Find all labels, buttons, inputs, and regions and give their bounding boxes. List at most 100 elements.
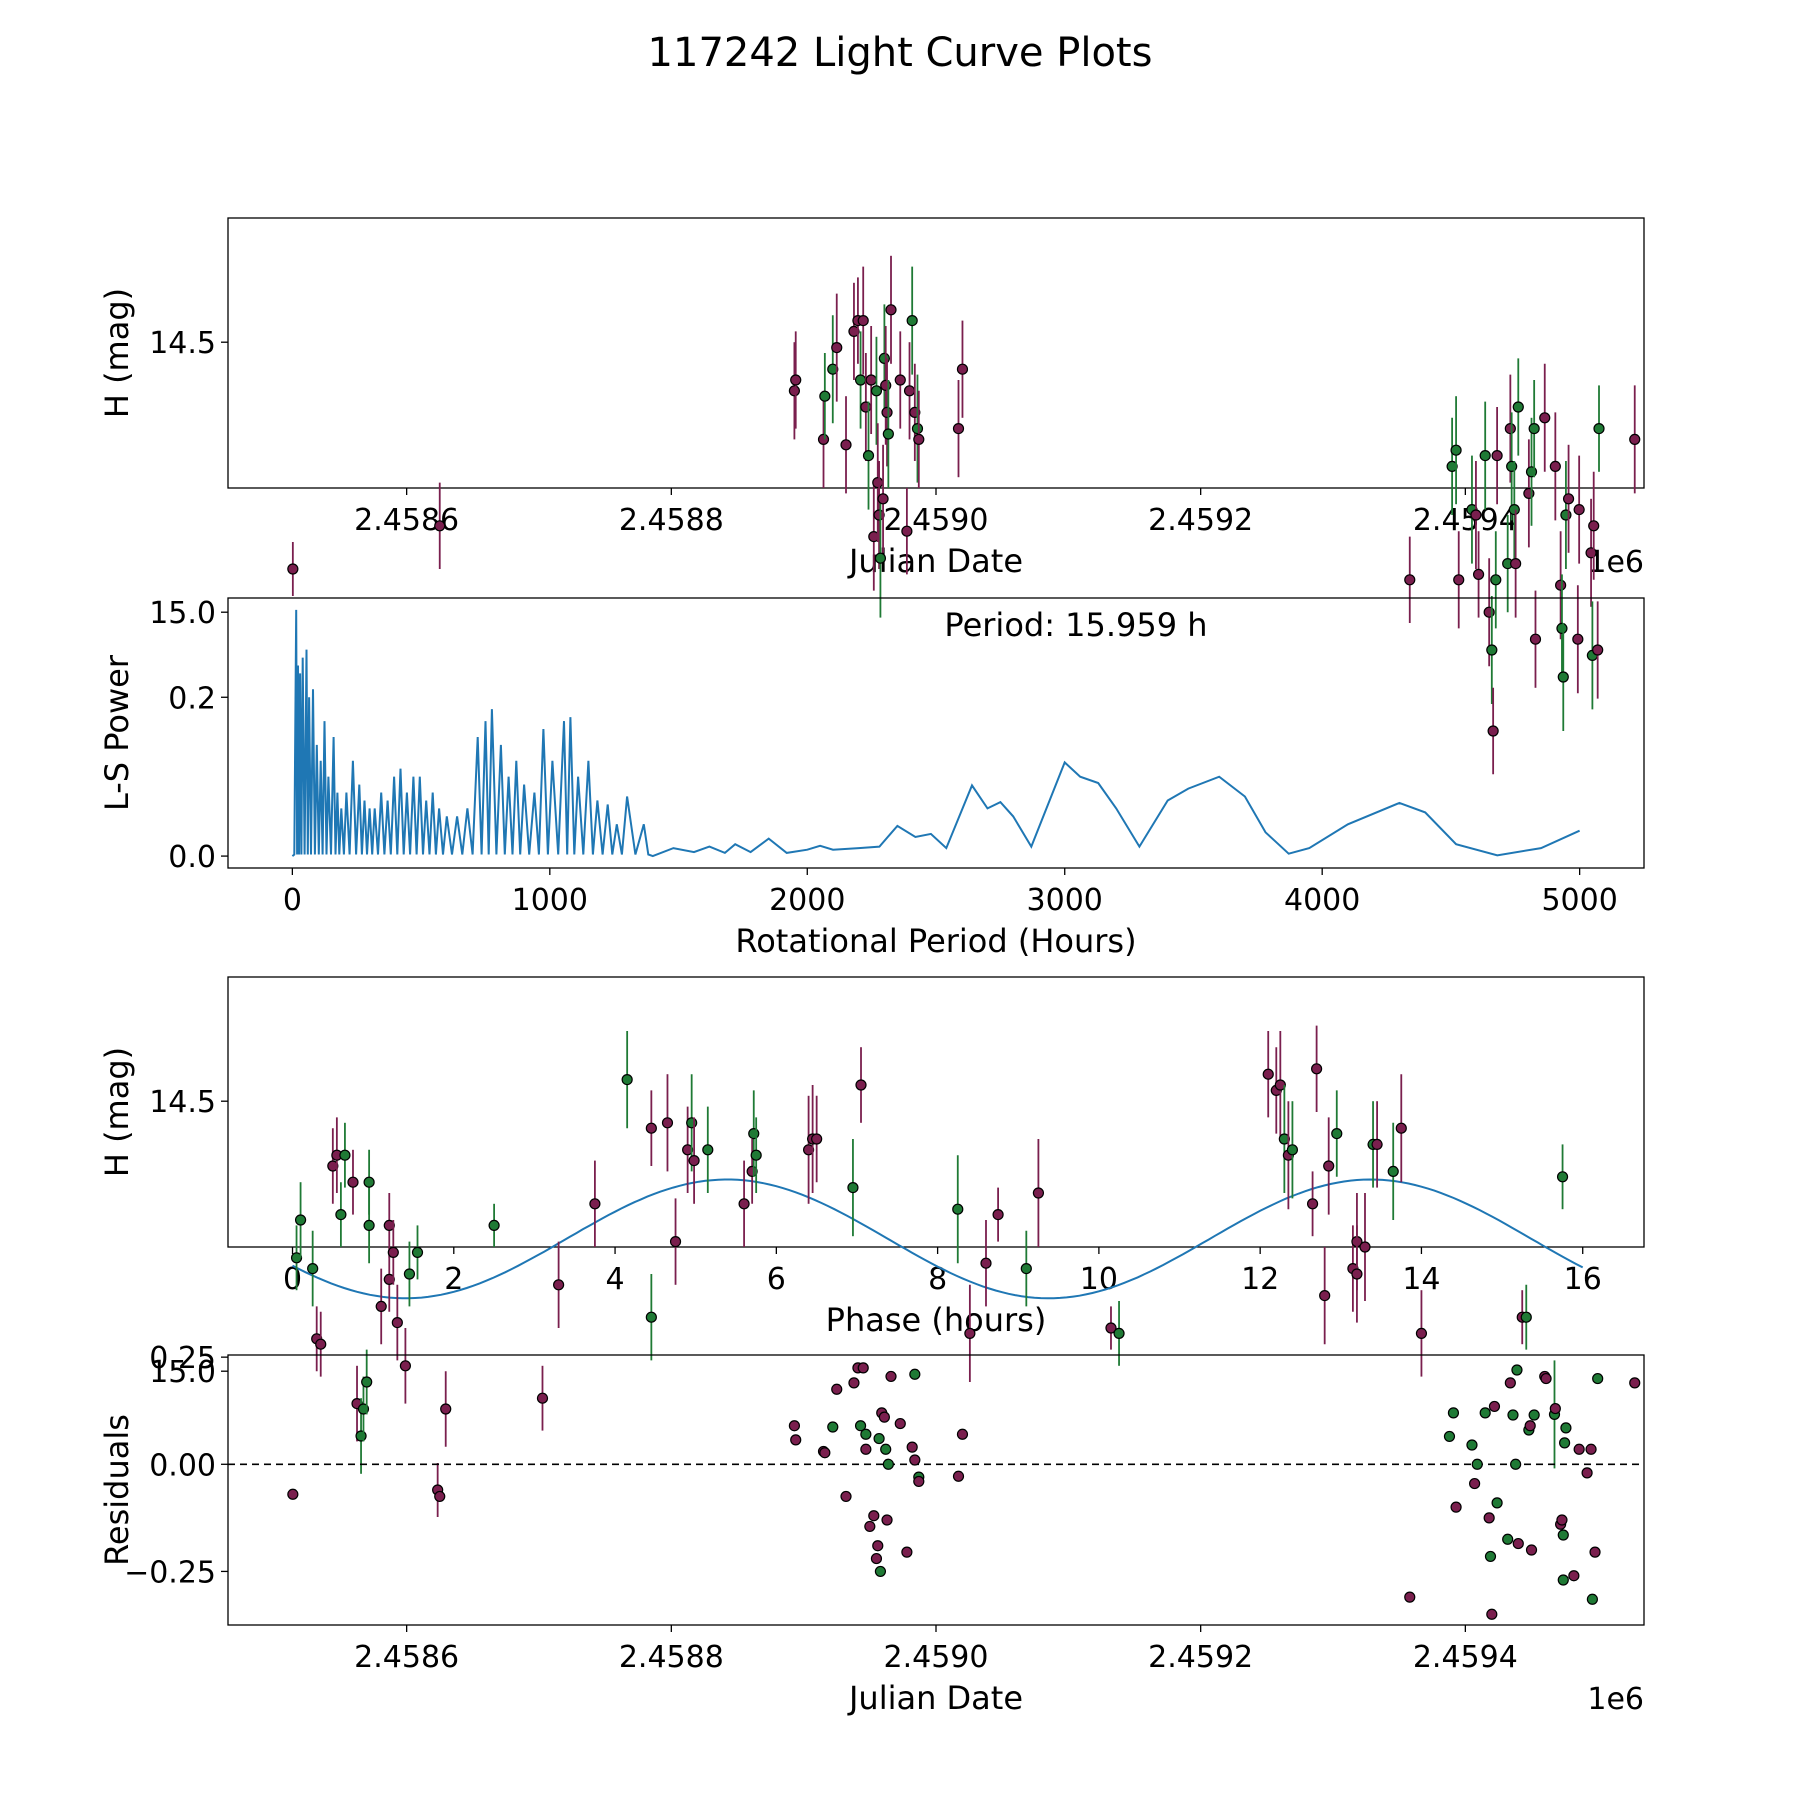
- data-point: [1453, 574, 1465, 586]
- data-point: [913, 433, 925, 445]
- data-point: [645, 1122, 657, 1134]
- data-point: [909, 1368, 921, 1380]
- x-offset-label: 1e6: [1587, 1682, 1644, 1717]
- periodogram-frame: [227, 597, 1645, 869]
- data-point: [956, 363, 969, 375]
- data-point: [901, 1546, 913, 1558]
- data-point: [855, 1079, 867, 1091]
- data-point: [1510, 1458, 1522, 1470]
- model-fit-line: [292, 1178, 1584, 1300]
- data-point: [862, 450, 875, 462]
- x-tick-label: 2.4592: [1148, 503, 1253, 538]
- data-point: [885, 1370, 897, 1383]
- data-point: [750, 1149, 762, 1161]
- data-point: [1471, 1458, 1483, 1470]
- data-point: [1486, 644, 1498, 656]
- data-point: [1588, 520, 1600, 532]
- period-annotation: Period: 15.959 h: [944, 606, 1207, 644]
- data-point: [669, 1235, 682, 1248]
- data-point: [868, 1510, 880, 1522]
- data-point: [882, 1458, 894, 1470]
- data-point: [1286, 1144, 1299, 1156]
- data-point: [906, 315, 918, 327]
- data-point: [952, 1203, 964, 1215]
- data-point: [819, 390, 831, 402]
- data-point: [840, 1490, 852, 1503]
- x-tick-label: 2.4594: [1413, 503, 1518, 538]
- data-point: [748, 1127, 760, 1140]
- x-tick-label: 8: [928, 1262, 947, 1297]
- data-point: [865, 374, 877, 386]
- y-axis-label: L-S Power: [98, 654, 136, 811]
- data-point: [857, 1362, 869, 1374]
- y-tick-label: 0.00: [149, 1448, 216, 1483]
- residuals-axes: 2.4586 2.4588 2.4590 2.4592 2.4594 0.25 0.00 −0…: [98, 1341, 1645, 1717]
- data-point: [440, 1403, 452, 1415]
- data-point: [1504, 423, 1516, 435]
- data-point: [790, 374, 802, 386]
- data-point: [589, 1198, 601, 1210]
- data-point: [1540, 1372, 1552, 1385]
- data-point: [952, 1470, 965, 1482]
- data-point: [391, 1316, 403, 1329]
- data-point: [1479, 450, 1491, 462]
- data-point: [864, 1520, 876, 1533]
- x-tick-label: 1000: [512, 883, 588, 918]
- y-tick-label: 0.0: [168, 840, 216, 875]
- data-point: [434, 1490, 446, 1503]
- data-point: [857, 315, 869, 327]
- y-tick-label: 15.0: [149, 596, 216, 631]
- data-point: [1395, 1122, 1407, 1134]
- data-point: [956, 1428, 969, 1440]
- data-point: [645, 1311, 657, 1323]
- data-point: [1555, 579, 1567, 591]
- data-point: [387, 1246, 399, 1259]
- data-point: [290, 1252, 303, 1264]
- data-point: [1359, 1241, 1371, 1253]
- data-point: [1508, 504, 1520, 516]
- data-point: [1558, 1437, 1571, 1449]
- data-point: [287, 1488, 299, 1500]
- data-point: [315, 1338, 327, 1350]
- x-tick-label: 4: [606, 1262, 625, 1297]
- data-point: [980, 1257, 992, 1269]
- data-point: [1512, 1537, 1524, 1550]
- data-point: [880, 1443, 892, 1455]
- data-point: [363, 1176, 375, 1188]
- y-tick-label: −0.25: [124, 1555, 216, 1590]
- data-point: [1520, 1311, 1532, 1323]
- data-point: [1331, 1127, 1343, 1140]
- data-point: [878, 1411, 890, 1423]
- data-point: [411, 1246, 424, 1259]
- data-point: [1589, 1546, 1601, 1558]
- data-point: [882, 428, 894, 440]
- periodogram-axes: 0 1000 2000 3000 4000 5000 0.0 0.2 Rotational Pe…: [98, 597, 1645, 960]
- data-point: [877, 493, 889, 505]
- data-point: [1557, 1574, 1569, 1586]
- x-tick-label: 2.4586: [354, 1640, 459, 1675]
- data-point: [1274, 1079, 1286, 1091]
- data-point: [1549, 460, 1561, 472]
- data-point: [1323, 1160, 1335, 1172]
- data-point: [688, 1154, 700, 1167]
- data-point: [870, 385, 883, 397]
- data-point: [1306, 1198, 1319, 1210]
- data-point: [831, 1383, 843, 1395]
- data-point: [817, 433, 830, 445]
- data-point: [375, 1300, 387, 1313]
- data-point: [1443, 1430, 1456, 1443]
- x-axis-label: Phase (hours): [826, 1301, 1047, 1339]
- data-point: [848, 1377, 860, 1389]
- data-point: [1486, 1608, 1498, 1620]
- data-point: [827, 363, 839, 375]
- data-point: [1032, 1187, 1045, 1199]
- data-point: [1528, 423, 1540, 435]
- x-axis-label: Rotational Period (Hours): [735, 922, 1136, 960]
- x-tick-label: 3000: [1027, 883, 1103, 918]
- x-tick-label: 2.4594: [1413, 1640, 1518, 1675]
- data-point: [952, 423, 965, 435]
- data-point: [885, 304, 897, 316]
- data-point: [686, 1117, 698, 1129]
